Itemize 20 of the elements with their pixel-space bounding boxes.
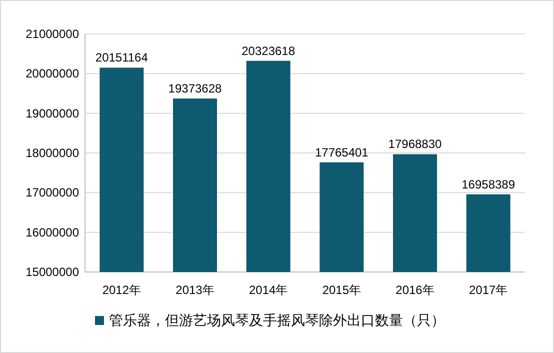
x-tick-label: 2016年 <box>396 283 434 297</box>
y-tick-label: 19000000 <box>26 106 80 120</box>
data-label: 16958389 <box>462 177 516 192</box>
x-tick-label: 2014年 <box>248 283 288 297</box>
data-label: 17968830 <box>388 137 442 152</box>
legend-label: 管乐器，但游艺场风琴及手摇风琴除外出口数量（只） <box>109 312 445 328</box>
y-tick-label: 20000000 <box>26 66 80 81</box>
data-label: 19373628 <box>168 82 222 96</box>
y-tick-label: 15000000 <box>26 265 80 279</box>
y-tick-label: 18000000 <box>26 146 80 160</box>
data-label: 17765401 <box>314 145 369 160</box>
y-tick-label: 16000000 <box>26 225 80 240</box>
x-tick-label: 2012年 <box>102 283 142 297</box>
data-label: 20151164 <box>95 50 148 65</box>
y-tick-label: 21000000 <box>26 27 80 41</box>
y-tick-label: 17000000 <box>26 186 80 200</box>
data-label: 20323618 <box>242 44 296 58</box>
x-tick-label: 2013年 <box>176 283 214 297</box>
x-tick-label: 2017年 <box>468 283 508 297</box>
x-tick-label: 2015年 <box>322 283 362 297</box>
